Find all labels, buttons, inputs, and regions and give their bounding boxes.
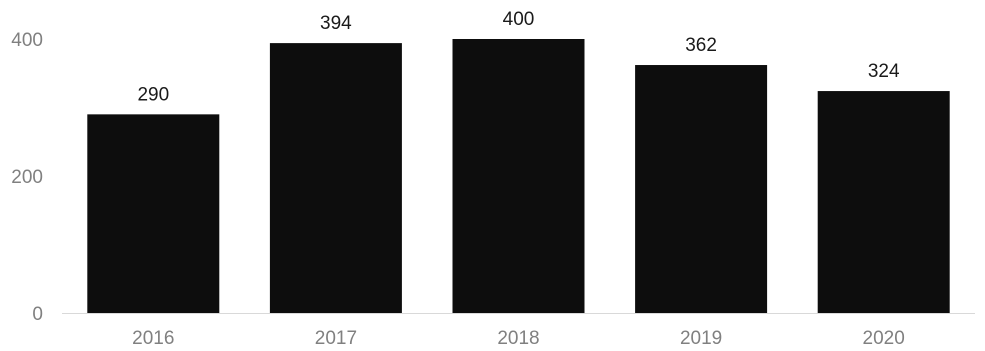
x-tick-label-2020: 2020 xyxy=(863,328,905,349)
data-label-2019: 362 xyxy=(685,35,717,56)
x-axis: 2016 2017 2018 2019 2020 xyxy=(132,328,905,349)
data-label-2016: 290 xyxy=(137,84,169,105)
x-tick-label-2019: 2019 xyxy=(680,328,722,349)
x-tick-label-2017: 2017 xyxy=(315,328,357,349)
bar-2016 xyxy=(87,114,220,313)
data-label-2017: 394 xyxy=(320,13,352,34)
data-label-2020: 324 xyxy=(868,61,900,82)
x-tick-label-2018: 2018 xyxy=(497,328,539,349)
y-tick-label: 200 xyxy=(11,167,43,188)
bar-2018 xyxy=(452,39,585,313)
y-tick-label: 0 xyxy=(32,304,43,325)
y-axis: 0 200 400 xyxy=(11,30,43,325)
data-label-2018: 400 xyxy=(503,9,535,30)
bar-2019 xyxy=(635,65,768,313)
bar-2020 xyxy=(817,91,950,313)
bar-2017 xyxy=(269,43,402,314)
bar-series xyxy=(87,39,950,314)
x-tick-label-2016: 2016 xyxy=(132,328,174,349)
data-labels: 290 394 400 362 324 xyxy=(137,9,900,105)
y-tick-label: 400 xyxy=(11,30,43,51)
